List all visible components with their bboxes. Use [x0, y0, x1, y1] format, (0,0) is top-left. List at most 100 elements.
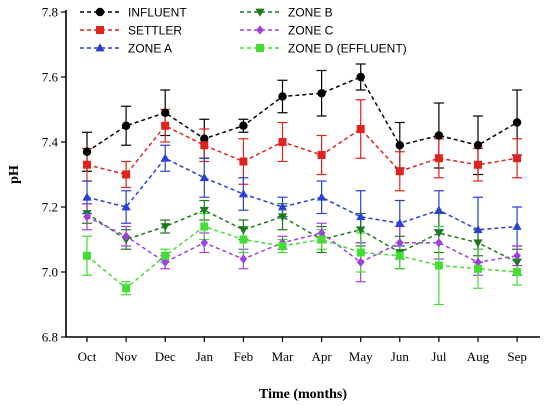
- data-point-zone-c: [513, 251, 521, 261]
- legend-marker: [256, 44, 264, 52]
- legend-marker: [95, 7, 105, 17]
- y-tick-label: 6.8: [42, 330, 58, 345]
- x-tick-label: Jul: [431, 349, 447, 364]
- legend-item-zone-a: ZONE A: [80, 42, 172, 56]
- data-point-zone-d-effluent: [161, 251, 170, 260]
- data-point-zone-d-effluent: [434, 261, 443, 270]
- data-point-zone-d-effluent: [122, 284, 131, 293]
- data-point-zone-b: [473, 239, 483, 248]
- data-point-zone-b: [356, 226, 366, 235]
- data-point-influent: [434, 131, 444, 140]
- data-point-zone-c: [435, 238, 443, 248]
- x-tick-label: Jan: [196, 349, 214, 364]
- data-point-zone-c: [200, 238, 209, 248]
- series-line-influent: [86, 76, 518, 153]
- y-tick-label: 7.6: [42, 70, 59, 85]
- data-point-zone-d-effluent: [513, 268, 522, 276]
- data-point-zone-a: [199, 172, 209, 182]
- legend: INFLUENT SETTLER ZONE A ZONE B ZONE C ZONE D …: [80, 6, 407, 56]
- data-point-zone-d-effluent: [83, 251, 91, 260]
- series-line-zone-c: [86, 216, 518, 264]
- series-line-zone-b: [86, 209, 518, 263]
- data-point-zone-c: [122, 231, 130, 241]
- x-tick-label: Sep: [507, 349, 527, 364]
- legend-item-influent: INFLUENT: [80, 6, 187, 20]
- x-tick-label: Dec: [155, 349, 176, 364]
- data-point-zone-d-effluent: [474, 264, 482, 273]
- data-point-zone-a: [277, 202, 288, 211]
- data-point-influent: [356, 72, 365, 82]
- x-tick-label: Oct: [78, 349, 97, 364]
- legend-item-zone-d-effluent: ZONE D (EFFLUENT): [240, 42, 407, 56]
- data-point-influent: [278, 92, 287, 101]
- data-point-influent: [239, 121, 248, 130]
- data-point-settler: [474, 160, 482, 169]
- legend-label: ZONE D (EFFLUENT): [288, 42, 407, 56]
- legend-marker: [256, 25, 264, 35]
- data-point-zone-c: [396, 238, 404, 248]
- y-tick-label: 7.0: [42, 265, 58, 280]
- data-point-zone-a: [317, 192, 327, 201]
- y-axis-title: pH: [7, 165, 22, 184]
- legend-item-zone-b: ZONE B: [240, 6, 333, 20]
- series-line-settler: [86, 124, 518, 176]
- data-point-settler: [200, 141, 209, 150]
- y-tick-label: 7.4: [42, 135, 59, 150]
- data-point-settler: [513, 154, 522, 163]
- data-point-zone-a: [356, 211, 366, 221]
- data-point-settler: [317, 151, 326, 159]
- x-tick-label: May: [349, 349, 373, 364]
- x-tick-label: Nov: [115, 349, 138, 364]
- data-point-influent: [512, 118, 522, 127]
- data-point-settler: [395, 167, 404, 176]
- data-point-influent: [473, 141, 483, 150]
- data-point-zone-a: [121, 202, 131, 211]
- data-point-zone-a: [434, 205, 444, 214]
- axes-layer: [65, 10, 540, 338]
- x-tick-label: Aug: [467, 349, 490, 364]
- data-point-zone-a: [395, 218, 405, 227]
- data-point-settler: [122, 170, 131, 179]
- data-point-zone-b: [199, 206, 209, 216]
- series-line-zone-d-effluent: [86, 225, 518, 290]
- x-axis-title: Time (months): [259, 387, 347, 402]
- data-point-influent: [317, 89, 326, 98]
- data-point-settler: [83, 160, 91, 169]
- legend-label: ZONE A: [128, 42, 172, 56]
- legend-item-settler: SETTLER: [80, 24, 182, 38]
- x-tick-label: Apr: [311, 349, 332, 364]
- data-point-zone-c: [83, 212, 91, 222]
- data-point-zone-c: [474, 257, 482, 267]
- data-point-influent: [121, 121, 131, 130]
- legend-marker: [96, 26, 104, 34]
- legend-marker: [255, 8, 265, 17]
- data-point-zone-a: [160, 153, 170, 162]
- series-lines-layer: [86, 76, 518, 290]
- data-point-zone-c: [317, 228, 326, 238]
- y-tick-label: 7.8: [42, 5, 58, 20]
- y-tick-label: 7.2: [42, 200, 58, 215]
- data-point-zone-c: [161, 257, 169, 267]
- data-point-zone-c: [239, 254, 248, 264]
- data-point-settler: [161, 121, 170, 130]
- data-point-settler: [434, 154, 443, 163]
- data-point-zone-b: [434, 229, 444, 238]
- y-ticks: 6.8 7.0 7.2 7.4 7.6 7.8: [42, 5, 66, 345]
- legend-label: ZONE B: [288, 6, 333, 20]
- legend-item-zone-c: ZONE C: [240, 24, 334, 38]
- data-point-influent: [395, 141, 404, 150]
- data-point-zone-a: [238, 189, 248, 198]
- data-point-settler: [278, 138, 287, 146]
- data-point-zone-d-effluent: [239, 235, 248, 244]
- data-point-zone-d-effluent: [200, 222, 209, 231]
- data-point-zone-b: [238, 226, 248, 235]
- data-point-zone-d-effluent: [278, 242, 287, 250]
- data-point-zone-a: [82, 192, 92, 201]
- data-point-zone-a: [512, 221, 522, 230]
- x-tick-label: Feb: [234, 349, 254, 364]
- legend-marker: [95, 43, 105, 52]
- data-point-zone-c: [356, 257, 365, 267]
- data-point-zone-d-effluent: [356, 248, 365, 257]
